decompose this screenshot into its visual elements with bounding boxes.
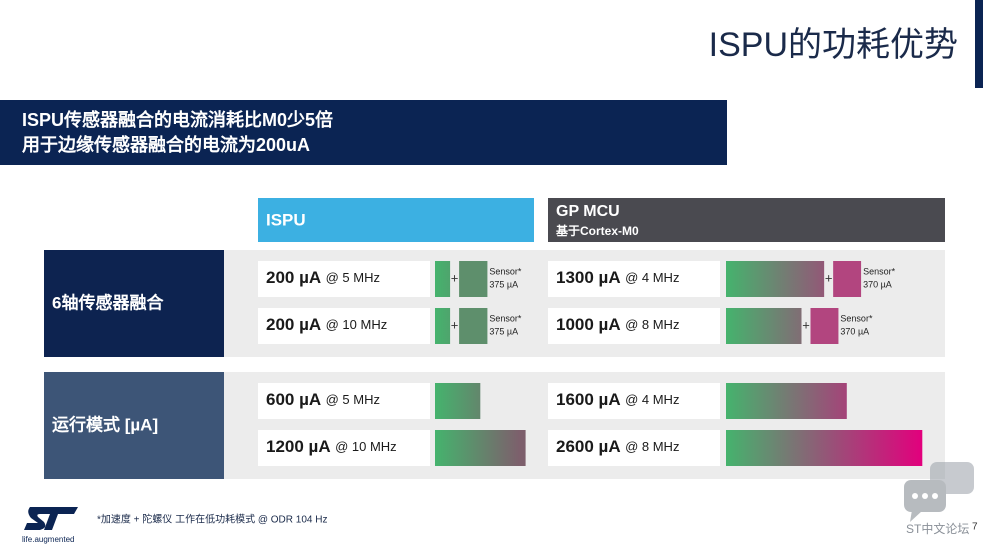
current-label: 1600 µA xyxy=(556,390,621,409)
sensor-bar xyxy=(459,308,488,344)
ispu-header xyxy=(258,198,534,242)
value-box xyxy=(258,430,430,466)
plus: + xyxy=(451,270,459,285)
frequency: @ 10 MHz xyxy=(326,317,388,332)
value-text: 2600 µA @ 8 MHz xyxy=(556,437,679,456)
frequency: @ 10 MHz xyxy=(335,439,397,454)
banner-line: 用于边缘传感器融合的电流为200uA xyxy=(22,134,310,155)
current-label: 600 µA xyxy=(266,390,321,409)
current-bar xyxy=(726,261,825,297)
value-text: 200 µA @ 10 MHz xyxy=(266,315,387,334)
sensor-label: 375 µA xyxy=(489,279,518,289)
slide-title: ISPU的功耗优势 xyxy=(709,26,958,64)
plus: + xyxy=(451,317,459,332)
footnote: *加速度 + 陀螺仪 工作在低功耗模式 @ ODR 104 Hz xyxy=(97,513,327,526)
mcu-subtitle: 基于Cortex-M0 xyxy=(555,223,639,238)
section-label-box xyxy=(44,250,224,357)
banner-line: ISPU传感器融合的电流消耗比M0少5倍 xyxy=(22,109,333,130)
current-bar xyxy=(435,308,451,344)
current-label: 2600 µA xyxy=(556,437,621,456)
sensor-label: 375 µA xyxy=(489,326,518,336)
value-box xyxy=(548,261,720,297)
sensor-name: Sensor* xyxy=(863,266,896,276)
logo xyxy=(24,507,78,530)
current-bar xyxy=(726,383,847,419)
plus: + xyxy=(825,270,833,285)
value-box xyxy=(258,383,430,419)
sensor-bar xyxy=(833,261,862,297)
plus: + xyxy=(802,317,810,332)
sensor-name: Sensor* xyxy=(840,313,873,323)
value-box xyxy=(548,430,720,466)
page-number: 7 xyxy=(972,522,978,533)
watermark-icon xyxy=(904,462,974,522)
frequency: @ 4 MHz xyxy=(625,270,679,285)
ispu-title: ISPU xyxy=(266,210,306,229)
value-text: 1300 µA @ 4 MHz xyxy=(556,268,679,287)
frequency: @ 5 MHz xyxy=(326,392,380,407)
current-bar xyxy=(435,261,451,297)
frequency: @ 4 MHz xyxy=(625,392,679,407)
current-bar xyxy=(435,430,526,466)
section-label: 6轴传感器融合 xyxy=(52,292,164,312)
value-text: 1600 µA @ 4 MHz xyxy=(556,390,679,409)
frequency: @ 8 MHz xyxy=(625,439,679,454)
value-box xyxy=(548,308,720,344)
section-label: 运行模式 [µA] xyxy=(52,414,158,434)
section-label-box xyxy=(44,372,224,479)
sensor-name: Sensor* xyxy=(489,313,522,323)
value-text: 1200 µA @ 10 MHz xyxy=(266,437,397,456)
value-box xyxy=(258,261,430,297)
sensor-label: 370 µA xyxy=(863,279,892,289)
tagline: life.augmented xyxy=(22,535,74,544)
frequency: @ 8 MHz xyxy=(625,317,679,332)
current-label: 1000 µA xyxy=(556,315,621,334)
value-text: 1000 µA @ 8 MHz xyxy=(556,315,679,334)
current-label: 200 µA xyxy=(266,315,321,334)
corner-accent xyxy=(975,0,983,88)
watermark: ST中文论坛 xyxy=(906,521,969,536)
sensor-bar xyxy=(459,261,488,297)
current-bar xyxy=(726,430,923,466)
sensor-name: Sensor* xyxy=(489,266,522,276)
banner xyxy=(0,100,727,165)
value-box xyxy=(548,383,720,419)
current-label: 1300 µA xyxy=(556,268,621,287)
mcu-title: GP MCU xyxy=(556,203,620,220)
frequency: @ 5 MHz xyxy=(326,270,380,285)
mcu-header xyxy=(548,198,945,242)
sensor-label: 370 µA xyxy=(840,326,869,336)
value-text: 200 µA @ 5 MHz xyxy=(266,268,380,287)
sensor-bar xyxy=(810,308,839,344)
current-label: 1200 µA xyxy=(266,437,331,456)
current-label: 200 µA xyxy=(266,268,321,287)
sections: 6轴传感器融合 200 µA @ 5 MHz + Sensor* 375 µA 1300 … xyxy=(44,250,945,479)
current-bar xyxy=(435,383,481,419)
current-bar xyxy=(726,308,802,344)
value-text: 600 µA @ 5 MHz xyxy=(266,390,380,409)
value-box xyxy=(258,308,430,344)
